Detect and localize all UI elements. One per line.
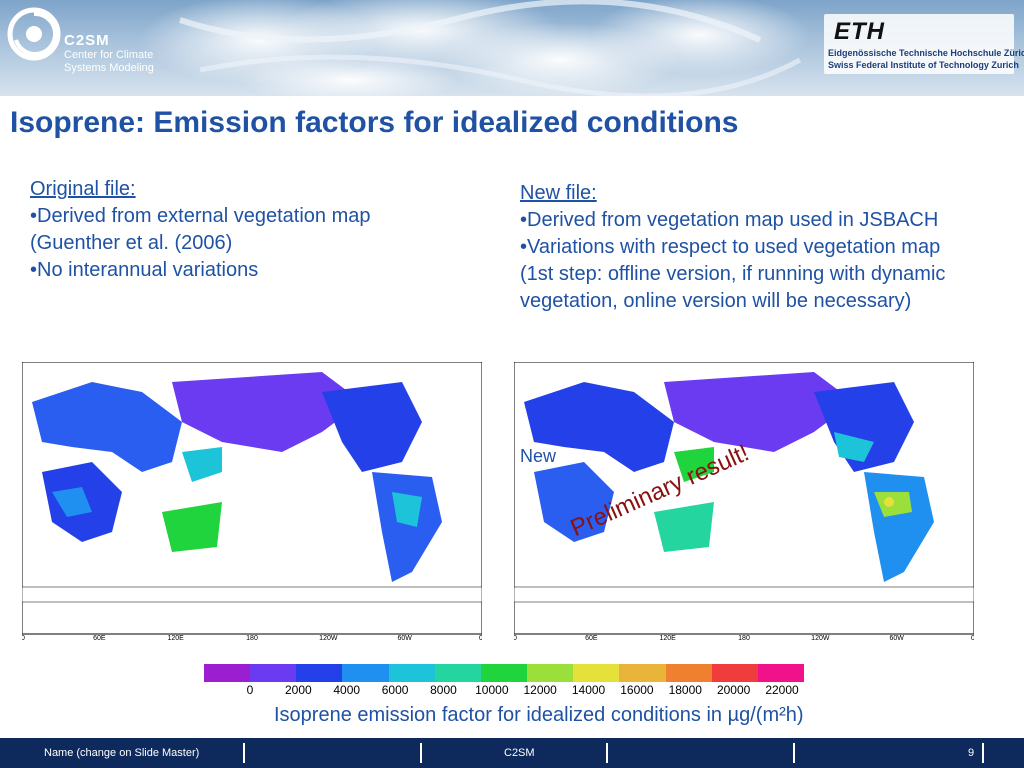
colorbar-swatch (711, 664, 758, 682)
c2sm-logo: C2SM Center for Climate Systems Modeling (4, 4, 154, 92)
colorbar-tick-label: 14000 (571, 683, 606, 697)
page-title: Isoprene: Emission factors for idealized… (10, 106, 739, 139)
colorbar-tick-label: 6000 (381, 683, 409, 697)
lon-tick-label: 60E (93, 635, 106, 642)
new-bullet-2: •Variations with respect to used vegetat… (520, 236, 941, 258)
original-bullet-1-cont: (Guenther et al. (2006) (30, 232, 233, 254)
lon-tick-label: 120W (811, 635, 830, 642)
new-bullet-3: (1st step: offline version, if running w… (520, 263, 946, 285)
colorbar-swatch (665, 664, 712, 682)
eth-logo: ETH (834, 18, 885, 45)
c2sm-logo-name: C2SM (64, 32, 110, 49)
colorbar-tick-label: 18000 (668, 683, 702, 697)
footer-page-number: 9 (968, 747, 975, 759)
colorbar-swatch (480, 664, 528, 682)
lon-tick-label: 0 (971, 635, 974, 642)
lon-tick-label: 60W (889, 635, 904, 642)
colorbar-swatch (296, 664, 343, 682)
lon-tick-label: 60W (397, 635, 412, 642)
colorbar-labels: 0 2000 4000 6000 8000 10000 12000 14000 16000 180… (236, 683, 799, 699)
new-file-heading: New file: (520, 182, 597, 204)
original-bullet-2: •No interannual variations (30, 259, 259, 281)
lon-tick-label: 180 (738, 635, 750, 642)
colorbar-swatch (204, 664, 251, 682)
lon-tick-label: 180 (246, 635, 258, 642)
new-file-block: New file: •Derived from vegetation map u… (520, 180, 1010, 315)
c2sm-logo-line1: Center for Climate (64, 49, 154, 61)
satellite-cloud-image (140, 0, 810, 96)
c2sm-swirl-icon (7, 7, 61, 61)
colorbar-swatch (527, 664, 574, 682)
colorbar-tick-label: 12000 (523, 683, 557, 697)
colorbar-tick-label: 22000 (765, 683, 799, 697)
original-file-block: Original file: •Derived from external ve… (30, 176, 450, 284)
footer-bar: Name (change on Slide Master) C2SM 9 (0, 738, 1024, 768)
footer-author: Name (change on Slide Master) (44, 747, 200, 759)
colorbar-caption: Isoprene emission factor for idealized c… (274, 704, 804, 726)
lon-tick-label: 120E (659, 635, 676, 642)
lon-tick-label: 60E (585, 635, 598, 642)
colorbar-tick-label: 4000 (333, 683, 361, 697)
lon-tick-label: 0 (479, 635, 482, 642)
footer-separator (606, 743, 608, 763)
continent-shapes (514, 372, 974, 603)
eth-line2: Swiss Federal Institute of Technology Zu… (828, 60, 1019, 70)
colorbar-swatch (619, 664, 666, 682)
colorbar-tick-label: 10000 (475, 683, 509, 697)
continent-shapes (22, 372, 482, 603)
colorbar-tick-label: 0 (246, 683, 254, 697)
new-bullet-1: •Derived from vegetation map used in JSB… (520, 209, 939, 231)
footer-separator (243, 743, 245, 763)
c2sm-logo-line2: Systems Modeling (64, 62, 154, 74)
lon-tick-label: 0 (514, 635, 517, 642)
new-bullet-3-cont: vegetation, online version will be neces… (520, 290, 912, 312)
colorbar-tick-label: 8000 (430, 683, 457, 697)
colorbar-tick-label: 20000 (716, 683, 751, 697)
new-overlay-label: New (520, 446, 557, 466)
colorbar-swatch (342, 664, 389, 682)
colorbar-swatch (573, 664, 620, 682)
colorbar (204, 664, 805, 682)
footer-separator (982, 743, 984, 763)
lon-tick-label: 120W (319, 635, 338, 642)
colorbar-swatch (757, 664, 805, 682)
lon-tick-label: 0 (22, 635, 25, 642)
footer-separator (420, 743, 422, 763)
lon-tick-label: 120E (167, 635, 184, 642)
footer-separator (793, 743, 795, 763)
colorbar-tick-label: 2000 (285, 683, 312, 697)
colorbar-tick-label: 16000 (620, 683, 654, 697)
footer-center: C2SM (504, 747, 535, 759)
colorbar-swatch (250, 664, 297, 682)
colorbar-swatch (388, 664, 435, 682)
header-banner: C2SM Center for Climate Systems Modeling… (0, 0, 1024, 96)
original-file-heading: Original file: (30, 178, 136, 200)
eth-line1: Eidgenössische Technische Hochschule Zür… (828, 48, 1024, 58)
colorbar-swatch (434, 664, 481, 682)
eth-logo-block: ETH Eidgenössische Technische Hochschule… (824, 14, 1024, 74)
original-bullet-1: •Derived from external vegetation map (30, 205, 371, 227)
